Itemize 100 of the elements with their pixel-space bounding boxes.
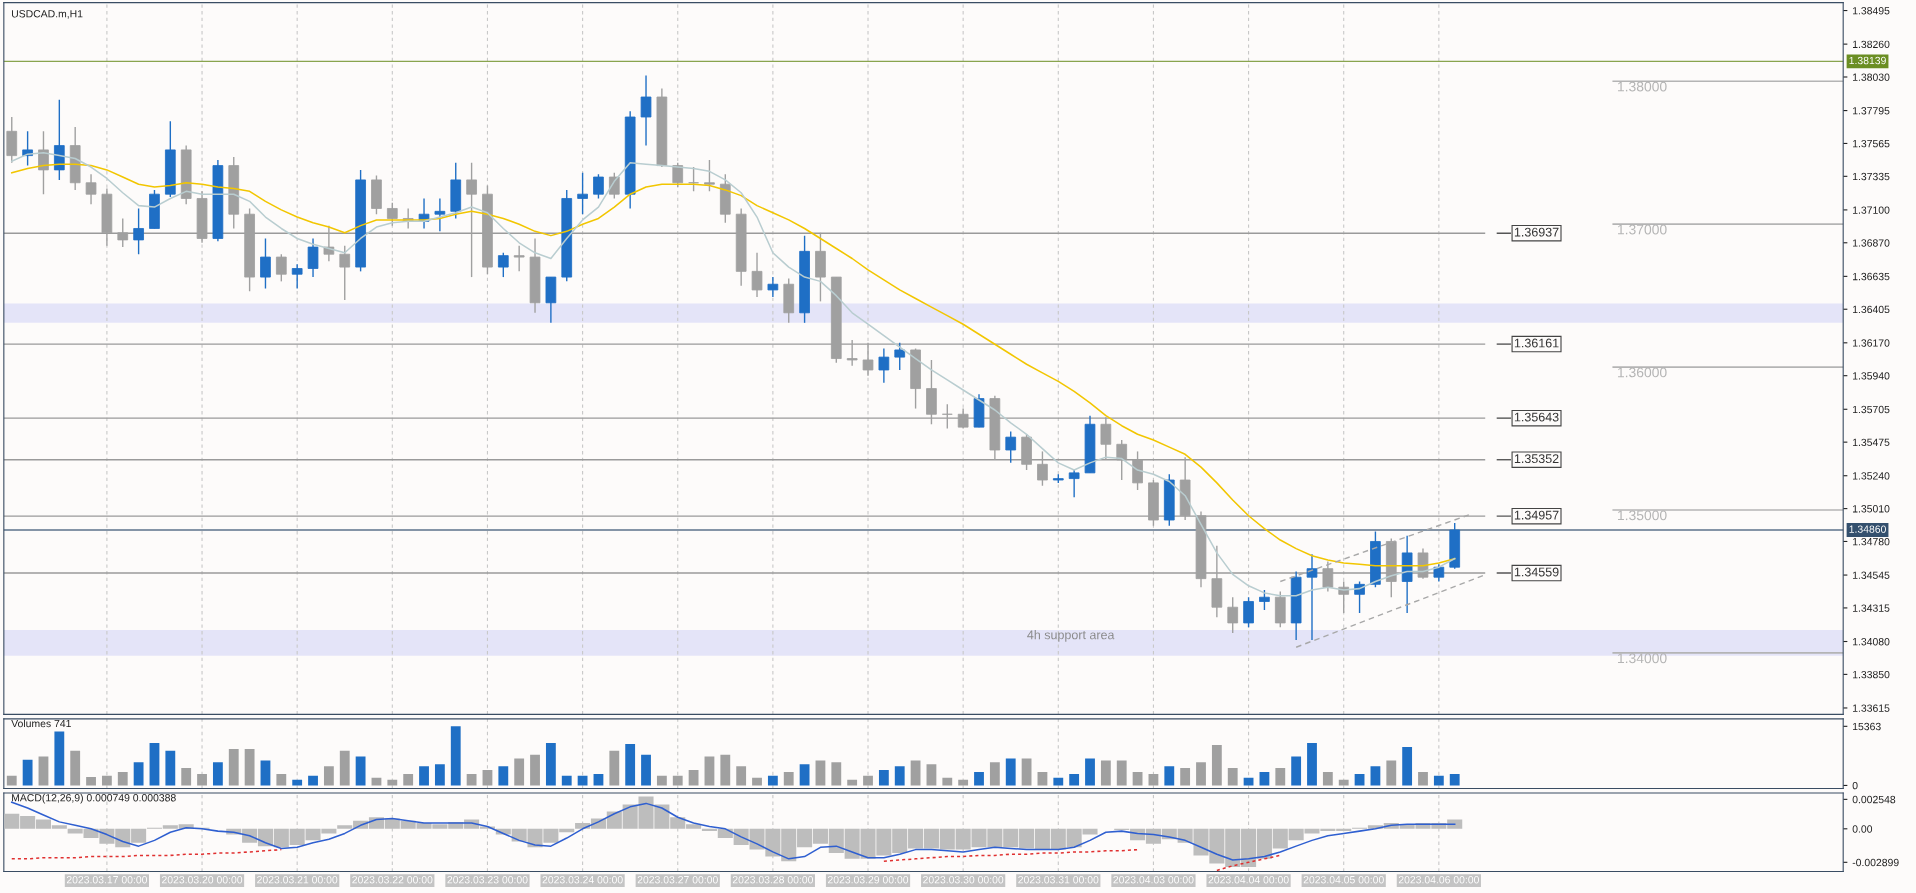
bar: [434, 764, 445, 786]
bar: [244, 748, 255, 786]
candlestick: [688, 166, 699, 193]
bar: [101, 775, 112, 786]
bar: [6, 775, 17, 786]
y-tick-label: 1.33850: [1853, 670, 1890, 679]
y-tick-label: 1.34780: [1853, 537, 1890, 546]
ref-line-label: 1.36000: [1618, 367, 1667, 378]
candlestick: [577, 172, 588, 215]
bar: [656, 775, 667, 786]
ref-line-label: 1.38139: [1849, 56, 1886, 65]
bar: [1402, 746, 1413, 786]
bar: [498, 766, 509, 786]
bar: [1291, 756, 1302, 786]
bar: [165, 750, 176, 786]
y-tick-label: 1.36405: [1853, 305, 1890, 314]
bar: [450, 726, 461, 786]
bar: [752, 777, 762, 786]
bar: [133, 762, 144, 786]
candlestick: [1259, 589, 1270, 611]
y-tick-label: 1.33615: [1853, 704, 1890, 712]
candlestick: [1243, 596, 1254, 628]
bar: [86, 776, 96, 786]
bar: [831, 762, 842, 786]
y-tick-label: 1.34315: [1853, 604, 1890, 612]
bar: [117, 771, 128, 786]
bar: [1100, 760, 1111, 786]
bar: [1227, 768, 1238, 786]
y-tick-label: 1.35240: [1853, 472, 1890, 480]
y-tick-label: 0: [1852, 781, 1858, 790]
candlestick: [704, 159, 715, 193]
bar: [974, 771, 984, 786]
candlestick: [133, 207, 144, 255]
y-tick-label: 1.35940: [1853, 372, 1890, 380]
bar: [530, 754, 540, 786]
candlestick: [260, 237, 271, 290]
bar: [197, 773, 207, 786]
y-tick-label: -0.002899: [1852, 858, 1899, 867]
ref-line-label: 1.34000: [1618, 653, 1667, 664]
text: USDCAD.m,H1: [11, 10, 83, 19]
candlestick: [291, 263, 303, 290]
bar: [736, 766, 747, 786]
candlestick: [1068, 469, 1080, 498]
candlestick: [339, 244, 351, 301]
band-label: 4h support area: [1027, 630, 1115, 642]
ref-line-label: 1.35352: [1514, 454, 1559, 464]
bar: [894, 766, 905, 786]
candlestick: [85, 173, 97, 205]
y-tick-label: 1.38030: [1853, 73, 1890, 81]
bar: [1196, 762, 1206, 786]
bar: [181, 768, 192, 786]
candlestick: [386, 202, 398, 227]
bar: [149, 743, 160, 786]
bar: [863, 775, 873, 786]
ref-line-label: 1.34957: [1514, 510, 1559, 520]
bar: [561, 775, 572, 786]
bar: [672, 775, 683, 786]
candlestick: [1005, 430, 1017, 464]
y-tick-label: 1.35475: [1853, 438, 1890, 447]
bar: [1307, 743, 1317, 786]
bar: [419, 766, 429, 786]
candlestick: [593, 173, 604, 200]
y-tick-label: 1.35010: [1853, 505, 1890, 513]
bar: [1275, 768, 1286, 786]
bar: [1211, 745, 1222, 786]
bar: [926, 764, 937, 786]
bar: [815, 760, 826, 786]
bar: [1449, 773, 1460, 786]
bar: [989, 762, 1000, 786]
bar: [228, 748, 239, 786]
bar: [545, 743, 556, 786]
y-tick-label: 1.38495: [1853, 7, 1890, 15]
ref-line-label: 1.34559: [1514, 567, 1559, 577]
bar: [1116, 760, 1127, 786]
y-tick-label: 1.34545: [1853, 571, 1890, 579]
bar: [339, 750, 350, 786]
bar: [783, 771, 794, 786]
y-tick-label: 1.36635: [1853, 272, 1890, 281]
bar: [54, 731, 65, 786]
y-tick-label: 1.37565: [1853, 139, 1890, 148]
ref-line-label: 1.35000: [1618, 510, 1667, 521]
candlestick: [307, 237, 319, 278]
bar: [1433, 775, 1444, 786]
y-tick-label: 1.37795: [1853, 107, 1890, 115]
bar: [1053, 777, 1064, 786]
bar: [514, 758, 525, 786]
bar: [1370, 766, 1381, 786]
bar: [1418, 771, 1428, 786]
bar: [260, 760, 271, 786]
bar: [1069, 773, 1080, 786]
bar: [910, 760, 921, 786]
bar: [466, 773, 477, 786]
ref-line-label: 1.37000: [1618, 224, 1667, 235]
ref-line-label: 1.35643: [1514, 412, 1559, 422]
bar: [355, 756, 366, 786]
y-tick-label: 0.002548: [1852, 795, 1896, 804]
bar: [403, 773, 414, 786]
ref-line-label: 1.38000: [1618, 81, 1667, 92]
bar: [767, 775, 778, 786]
y-tick-label: 1.38260: [1853, 40, 1890, 48]
